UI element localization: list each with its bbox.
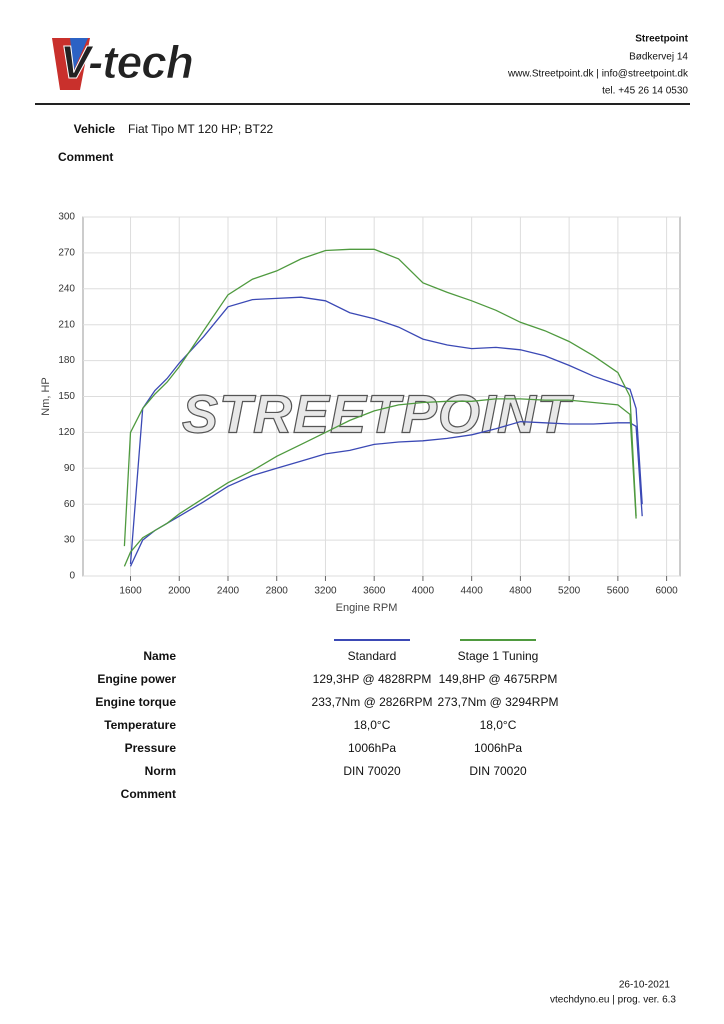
phone: tel. +45 26 14 0530 <box>602 86 688 97</box>
table-cell: 149,8HP @ 4675RPM <box>439 672 558 686</box>
legend-label: Standard <box>348 649 397 663</box>
footer-program: vtechdyno.eu | prog. ver. 6.3 <box>550 995 676 1006</box>
table-cell: 1006hPa <box>348 741 396 755</box>
table-cell: 1006hPa <box>474 741 522 755</box>
table-cell: 18,0°C <box>480 718 517 732</box>
web: www.Streetpoint.dk | info@streetpoint.dk <box>507 69 689 80</box>
y-axis-label: Nm, HP <box>40 377 52 416</box>
x-tick-label: 5600 <box>607 586 630 597</box>
torque-line <box>123 248 637 547</box>
y-tick-label: 30 <box>64 535 76 546</box>
power-line <box>129 420 643 567</box>
table-cell: 273,7Nm @ 3294RPM <box>438 695 559 709</box>
legend-label: Stage 1 Tuning <box>458 649 539 663</box>
y-tick-label: 300 <box>58 212 75 223</box>
x-axis-label: Engine RPM <box>336 602 398 614</box>
row-label: Norm <box>145 764 176 778</box>
y-tick-label: 120 <box>58 427 75 438</box>
row-label: Engine power <box>97 672 176 686</box>
row-label: Temperature <box>104 718 176 732</box>
address: Bødkervej 14 <box>629 52 688 63</box>
x-tick-label: 2800 <box>266 586 289 597</box>
row-label: Comment <box>121 787 176 801</box>
x-tick-label: 1600 <box>119 586 142 597</box>
y-tick-label: 60 <box>64 499 76 510</box>
company: Streetpoint <box>635 34 688 45</box>
power-line <box>123 398 637 567</box>
x-tick-label: 2000 <box>168 586 191 597</box>
table-cell: DIN 70020 <box>343 764 401 778</box>
y-tick-label: 270 <box>58 248 75 259</box>
y-tick-label: 0 <box>69 571 75 582</box>
x-tick-label: 6000 <box>655 586 678 597</box>
y-tick-label: 90 <box>64 463 76 474</box>
watermark: STREETPOINT <box>182 384 574 444</box>
x-tick-label: 3600 <box>363 586 386 597</box>
footer-date: 26-10-2021 <box>619 980 671 991</box>
x-tick-label: 4400 <box>461 586 484 597</box>
x-tick-label: 2400 <box>217 586 240 597</box>
table-header: Name <box>143 649 176 663</box>
vehicle-value: Fiat Tipo MT 120 HP; BT22 <box>128 122 273 136</box>
table-cell: DIN 70020 <box>469 764 527 778</box>
x-tick-label: 4800 <box>509 586 532 597</box>
table-cell: 129,3HP @ 4828RPM <box>313 672 432 686</box>
row-label: Pressure <box>125 741 177 755</box>
x-tick-label: 5200 <box>558 586 581 597</box>
logo: V-tech <box>60 36 193 88</box>
table-cell: 18,0°C <box>354 718 391 732</box>
logo-mark-blue <box>70 38 88 70</box>
x-tick-label: 4000 <box>412 586 435 597</box>
table-cell: 233,7Nm @ 2826RPM <box>312 695 433 709</box>
y-tick-label: 240 <box>58 283 75 294</box>
comment-label: Comment <box>58 150 113 164</box>
row-label: Engine torque <box>95 695 176 709</box>
y-tick-label: 210 <box>58 319 75 330</box>
x-tick-label: 3200 <box>314 586 337 597</box>
y-tick-label: 180 <box>58 355 75 366</box>
y-tick-label: 150 <box>58 391 75 402</box>
torque-line <box>129 296 643 565</box>
vehicle-label: Vehicle <box>74 122 116 136</box>
